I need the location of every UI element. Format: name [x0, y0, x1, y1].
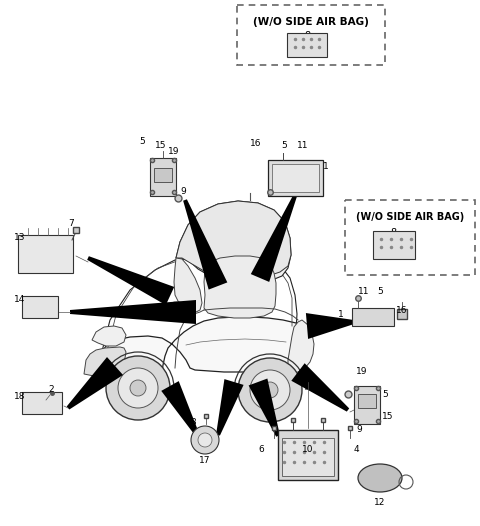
Text: 1: 1 — [323, 162, 329, 171]
Text: 19: 19 — [356, 367, 368, 376]
Circle shape — [262, 382, 278, 398]
Circle shape — [191, 426, 219, 454]
Text: 16: 16 — [250, 139, 262, 148]
Circle shape — [238, 358, 302, 422]
Text: 1: 1 — [338, 310, 344, 319]
Text: 5: 5 — [139, 137, 145, 146]
Text: 11: 11 — [358, 287, 370, 296]
Polygon shape — [176, 201, 291, 278]
FancyBboxPatch shape — [150, 158, 176, 196]
FancyBboxPatch shape — [358, 394, 376, 408]
Text: (W/O SIDE AIR BAG): (W/O SIDE AIR BAG) — [253, 17, 369, 27]
Text: 18: 18 — [14, 392, 25, 401]
FancyBboxPatch shape — [268, 160, 323, 196]
Circle shape — [106, 356, 170, 420]
Text: 17: 17 — [199, 456, 211, 465]
FancyBboxPatch shape — [354, 386, 380, 424]
Text: 19: 19 — [168, 147, 180, 156]
FancyBboxPatch shape — [282, 438, 334, 476]
FancyBboxPatch shape — [373, 231, 415, 259]
Circle shape — [130, 380, 146, 396]
Polygon shape — [70, 300, 196, 324]
Polygon shape — [84, 347, 126, 377]
Text: 14: 14 — [14, 295, 25, 304]
Polygon shape — [291, 363, 349, 411]
Polygon shape — [67, 357, 123, 410]
Text: 4: 4 — [354, 446, 360, 454]
Circle shape — [250, 370, 290, 410]
Text: 8: 8 — [390, 228, 396, 238]
Text: 11: 11 — [297, 141, 309, 150]
Text: (W/O SIDE AIR BAG): (W/O SIDE AIR BAG) — [356, 212, 464, 222]
Text: 3: 3 — [190, 418, 196, 427]
FancyBboxPatch shape — [287, 33, 327, 57]
Text: 8: 8 — [304, 31, 310, 41]
Text: 5: 5 — [281, 141, 287, 150]
Polygon shape — [87, 256, 174, 305]
Polygon shape — [288, 320, 314, 373]
FancyBboxPatch shape — [154, 168, 172, 182]
Polygon shape — [174, 258, 202, 312]
Text: 9: 9 — [180, 187, 186, 197]
FancyBboxPatch shape — [352, 308, 394, 326]
Text: 16: 16 — [396, 306, 408, 315]
FancyBboxPatch shape — [272, 164, 319, 192]
Text: 12: 12 — [374, 498, 386, 507]
Polygon shape — [306, 313, 354, 339]
Text: 15: 15 — [155, 141, 167, 150]
FancyBboxPatch shape — [22, 392, 62, 414]
Text: 5: 5 — [382, 390, 388, 399]
Circle shape — [118, 368, 158, 408]
Polygon shape — [161, 381, 200, 437]
Text: 7: 7 — [68, 219, 74, 228]
Polygon shape — [251, 195, 297, 282]
FancyBboxPatch shape — [22, 296, 58, 318]
Text: 15: 15 — [382, 412, 394, 421]
Ellipse shape — [358, 464, 402, 492]
Polygon shape — [92, 326, 126, 346]
Text: 13: 13 — [14, 233, 25, 242]
Polygon shape — [98, 317, 312, 372]
Polygon shape — [216, 379, 243, 436]
Text: 2: 2 — [48, 385, 54, 394]
Text: 6: 6 — [258, 446, 264, 454]
Polygon shape — [176, 201, 291, 282]
Text: 10: 10 — [302, 446, 314, 454]
FancyBboxPatch shape — [278, 430, 338, 480]
Circle shape — [198, 433, 212, 447]
Text: 5: 5 — [377, 287, 383, 296]
Polygon shape — [204, 256, 276, 318]
FancyBboxPatch shape — [18, 235, 73, 273]
Polygon shape — [249, 379, 280, 437]
Polygon shape — [183, 199, 228, 290]
Polygon shape — [167, 302, 182, 311]
Text: 9: 9 — [356, 425, 362, 434]
